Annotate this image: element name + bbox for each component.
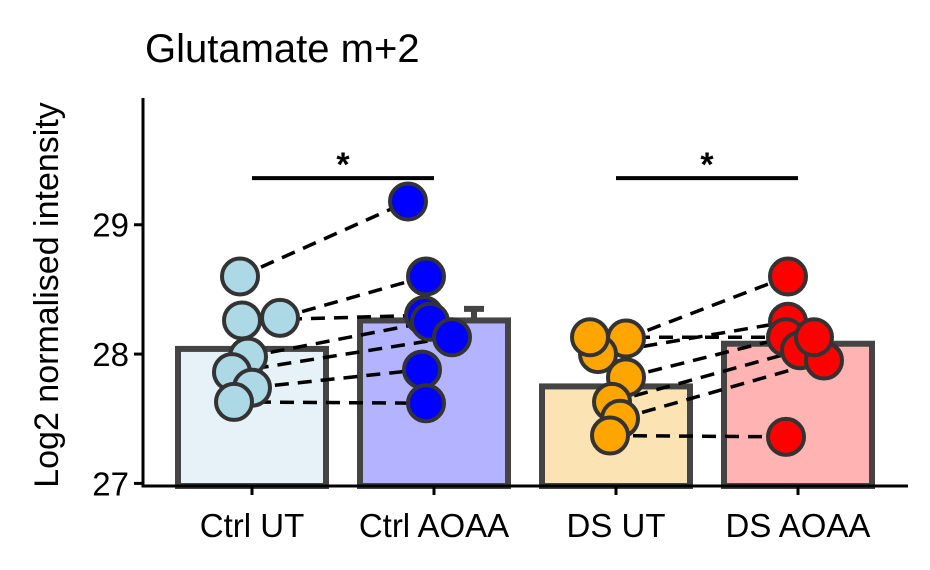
error-bars [464, 305, 484, 321]
significance-label-1: * [700, 146, 714, 184]
data-point [388, 181, 428, 222]
pair-lines [231, 199, 825, 439]
pair-line [239, 199, 409, 279]
data-point [402, 349, 442, 390]
pair-line [231, 335, 453, 374]
y-axis-label: Log2 normalised intensity [28, 102, 66, 488]
pair-line [233, 400, 427, 405]
pair-line [279, 274, 427, 320]
x-tick-label-3: DS AOAA [726, 507, 871, 544]
data-point [214, 381, 254, 422]
data-point [590, 415, 630, 456]
data-point [406, 256, 446, 297]
x-tick-label-2: DS UT [567, 507, 666, 544]
chart-title: Glutamate m+2 [145, 27, 420, 71]
pair-line [251, 367, 423, 390]
pair-line [619, 358, 825, 421]
pair-line [247, 320, 431, 359]
data-point [432, 317, 472, 358]
axes: 27 28 29 Ctrl UT Ctrl AOAA DS UT DS AOAA [92, 98, 908, 544]
pair-line [625, 274, 789, 341]
significance-label-0: * [336, 146, 350, 184]
pair-line [609, 433, 787, 439]
data-point [222, 300, 262, 341]
significance-brackets: * * [252, 146, 798, 184]
data-point [220, 256, 260, 297]
y-tick-label-0: 27 [92, 465, 129, 502]
bar-3 [721, 340, 875, 489]
y-tick-label-1: 28 [92, 336, 129, 373]
y-tick-label-2: 29 [92, 207, 129, 244]
x-tick-label-1: Ctrl AOAA [359, 507, 509, 544]
data-point [794, 317, 834, 358]
data-point [768, 256, 808, 297]
data-point [260, 297, 300, 338]
pair-line [625, 335, 787, 380]
data-points [212, 181, 844, 457]
data-point [406, 383, 446, 424]
data-point [766, 416, 806, 457]
x-tick-label-0: Ctrl UT [200, 507, 304, 544]
pair-line [611, 348, 801, 404]
data-point [570, 317, 610, 358]
